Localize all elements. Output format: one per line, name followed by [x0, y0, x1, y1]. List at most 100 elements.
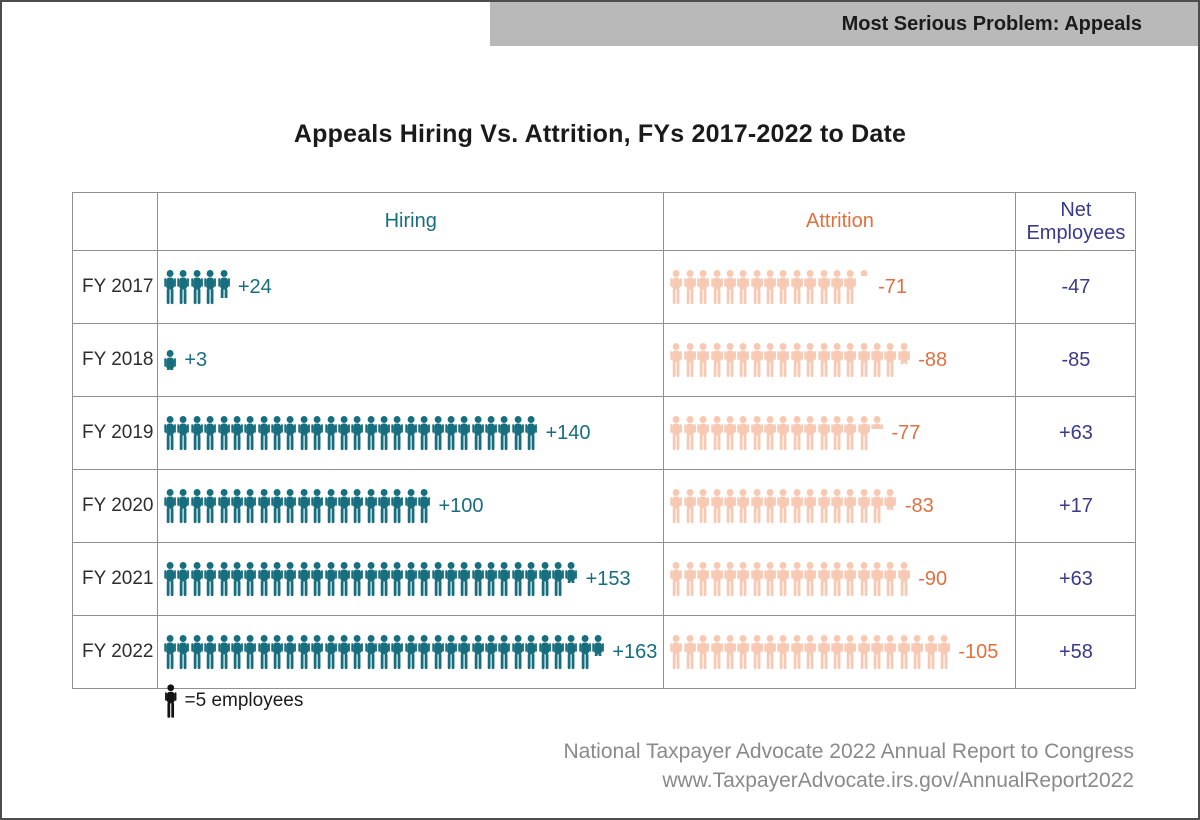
table-row: FY 2020 +100 -83 +17 [72, 469, 1137, 543]
hiring-pictogram: +3 [164, 349, 657, 372]
person-icon [204, 415, 217, 451]
person-icon [244, 488, 257, 524]
person-icon [164, 269, 176, 305]
person-icon [391, 415, 404, 451]
person-icon [271, 561, 283, 597]
person-icon [351, 634, 364, 670]
person-icon [191, 634, 203, 670]
person-icon [804, 342, 817, 378]
net-employees-column-header: Net Employees [1015, 192, 1137, 251]
person-icon [351, 561, 364, 597]
hiring-pictogram: +24 [164, 269, 657, 305]
person-icon [324, 634, 337, 670]
hiring-pictogram: +153 [164, 561, 657, 597]
person-icon [204, 488, 217, 524]
person-icon [418, 488, 431, 524]
attrition-cell: -105 [663, 615, 1017, 689]
person-icon [217, 488, 230, 524]
person-icon [405, 488, 417, 524]
person-icon [817, 488, 830, 524]
person-icon [298, 634, 310, 670]
row-year-label: FY 2020 [72, 469, 158, 543]
person-icon [257, 488, 270, 524]
person-icon [351, 488, 364, 524]
row-year-label: FY 2021 [72, 542, 158, 616]
person-icon [737, 269, 750, 305]
person-icon [177, 269, 190, 305]
person-icon [204, 561, 217, 597]
hiring-value-label: +100 [438, 494, 484, 517]
attrition-value-label: -88 [918, 348, 948, 371]
hiring-pictogram: +163 [164, 634, 657, 670]
person-icon [418, 561, 431, 597]
table-row: FY 2019 +140 -77 +63 [72, 396, 1137, 470]
person-icon [670, 342, 683, 378]
person-icon [871, 561, 883, 597]
person-icon [697, 561, 710, 597]
net-employees-value: +63 [1015, 542, 1137, 616]
person-icon [924, 634, 937, 670]
person-icon [684, 269, 696, 305]
person-icon [898, 561, 910, 597]
person-icon [817, 415, 830, 451]
person-icon [191, 561, 203, 597]
person-icon [844, 269, 857, 305]
hiring-cell: +100 [156, 469, 665, 543]
hiring-pictogram: +100 [164, 488, 657, 524]
net-employees-value: +17 [1015, 469, 1137, 543]
chart-title: Appeals Hiring Vs. Attrition, FYs 2017-2… [293, 120, 907, 148]
person-icon [445, 561, 457, 597]
person-icon [764, 269, 776, 305]
person-icon [271, 415, 283, 451]
person-icon [298, 561, 310, 597]
person-icon [684, 561, 696, 597]
row-year-label: FY 2022 [72, 615, 158, 689]
person-icon [351, 415, 364, 451]
person-icon [844, 634, 857, 670]
table-header-row: Hiring Attrition Net Employees [72, 192, 1137, 251]
person-icon [684, 415, 696, 451]
person-icon [512, 634, 524, 670]
person-icon [405, 634, 417, 670]
person-icon [191, 269, 203, 305]
person-icon [831, 415, 843, 451]
person-icon [737, 415, 750, 451]
person-icon [724, 342, 736, 378]
person-icon [724, 415, 736, 451]
person-icon [324, 561, 337, 597]
person-icon [311, 561, 324, 597]
footer-url: www.TaxpayerAdvocate.irs.gov/AnnualRepor… [662, 768, 1134, 792]
hiring-cell: +153 [156, 542, 665, 616]
person-icon [710, 634, 723, 670]
person-icon [724, 488, 736, 524]
person-icon [257, 561, 270, 597]
attrition-pictogram: -90 [670, 561, 1009, 597]
person-icon [777, 561, 790, 597]
hiring-value-label: +163 [612, 640, 658, 663]
person-icon [177, 488, 190, 524]
person-icon [871, 488, 883, 524]
attrition-value-label: -90 [918, 567, 948, 590]
person-icon [857, 342, 870, 378]
person-icon [565, 634, 578, 670]
person-icon [844, 342, 857, 378]
person-icon [338, 634, 350, 670]
header-banner: Most Serious Problem: Appeals [490, 2, 1198, 46]
person-icon [737, 342, 750, 378]
person-icon [871, 634, 883, 670]
person-icon [831, 269, 843, 305]
person-icon [791, 634, 803, 670]
partial-person-icon [858, 269, 870, 277]
partial-person-icon [592, 634, 604, 656]
person-icon [177, 415, 190, 451]
person-icon [670, 634, 683, 670]
person-icon [884, 634, 897, 670]
person-icon [710, 342, 723, 378]
person-icon [364, 634, 377, 670]
person-icon [737, 634, 750, 670]
person-icon [324, 488, 337, 524]
person-icon [164, 415, 176, 451]
person-icon [498, 415, 511, 451]
attrition-cell: -71 [663, 250, 1017, 324]
person-icon [405, 561, 417, 597]
